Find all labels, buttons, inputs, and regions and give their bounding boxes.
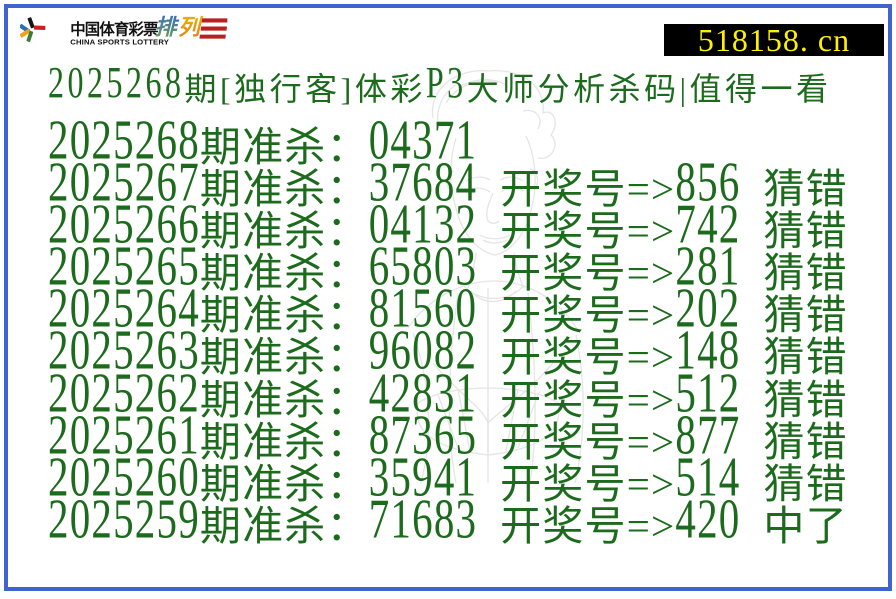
svg-text:排: 排 (154, 15, 179, 39)
